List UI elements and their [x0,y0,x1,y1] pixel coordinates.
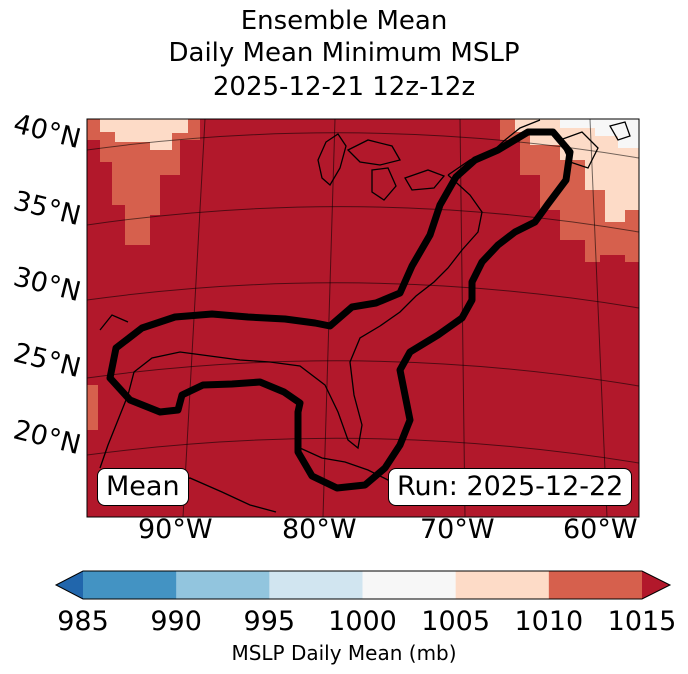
inset-label-mean: Mean [97,468,189,506]
colorbar-segment [176,571,270,599]
colorbar-tick-label: 1015 [607,606,677,637]
colorbar-segment [83,571,177,599]
colorbar-label: MSLP Daily Mean (mb) [231,641,457,665]
colorbar-segment [548,571,643,599]
lon-label-90w: 90°W [138,514,213,545]
colorbar-tick-label: 1010 [514,606,584,637]
lon-label-60w: 60°W [563,514,638,545]
lon-label-80w: 80°W [282,514,357,545]
colorbar-segment [362,571,457,599]
map-frame [86,118,640,518]
pressure-shading-1010-nw [87,119,200,245]
pressure-shading-1005-nw [100,119,188,150]
pressure-shading-1000-ne [560,119,639,148]
colorbar-tick-label: 1005 [421,606,491,637]
title-line-1: Ensemble Mean [240,6,448,36]
colorbar-tick-label: 990 [150,606,202,637]
colorbar-tick-label: 1000 [328,606,397,637]
colorbar-tick-label: 985 [57,606,109,637]
colorbar-extend-high [642,571,670,599]
colorbar-extend-low [56,571,83,599]
colorbar-segment [269,571,363,599]
pressure-shading-1010-sw [87,385,98,430]
colorbar-segment [455,571,550,599]
colorbar-tick-label: 995 [243,606,296,637]
lon-label-70w: 70°W [420,514,495,545]
title-line-3: 2025-12-21 12z-12z [212,72,476,102]
pressure-contour [106,128,574,492]
colorbar-outline [54,570,672,600]
title-line-2: Daily Mean Minimum MSLP [168,38,520,68]
inset-label-run: Run: 2025-12-22 [388,468,633,506]
